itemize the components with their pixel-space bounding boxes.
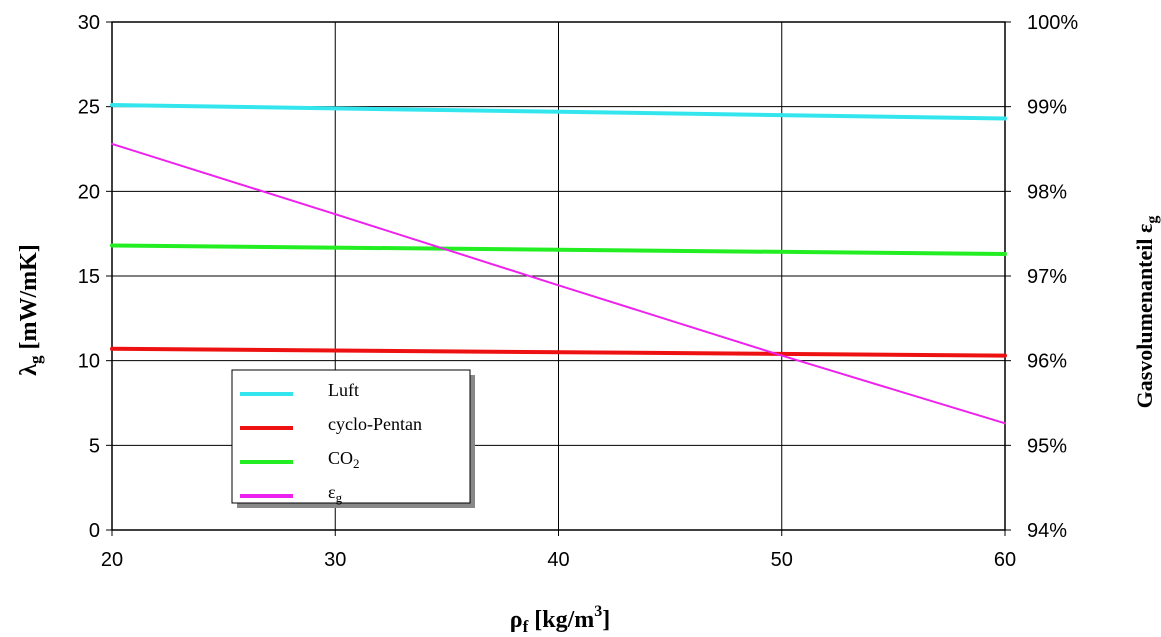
y-tick-label: 0: [89, 520, 100, 542]
y2-tick-label: 94%: [1027, 520, 1067, 542]
x-axis-title: ρf [kg/m3]: [510, 603, 611, 636]
y2-tick-label: 98%: [1027, 181, 1067, 203]
legend-label-epsilon: εg: [328, 482, 343, 505]
y-tick-label: 15: [78, 266, 100, 288]
x-tick-label: 30: [324, 549, 346, 571]
y-tick-label: 20: [78, 181, 100, 203]
y-axis-title: λg [mW/mK]: [16, 244, 45, 376]
series-line-epsilon: [111, 142, 1006, 425]
series-line-cyclo-pentan: [110, 346, 1007, 358]
x-tick-label: 60: [994, 549, 1016, 571]
y2-axis-title: Gasvolumenanteil εg: [1132, 216, 1161, 409]
y2-tick-label: 97%: [1027, 266, 1067, 288]
y2-tick-label: 100%: [1027, 12, 1078, 34]
series-line-luft: [110, 103, 1007, 121]
legend-label-luft: Luft: [328, 380, 359, 400]
legend-label-co: CO2: [328, 448, 360, 471]
legend-label-cyclo-pentan: cyclo-Pentan: [328, 414, 422, 434]
legend: Luft cyclo-Pentan CO2 εg: [231, 369, 475, 508]
y-tick-label: 30: [78, 12, 100, 34]
series-line-co: [110, 243, 1007, 256]
y2-tick-label: 96%: [1027, 351, 1067, 373]
legend-items: Luft cyclo-Pentan CO2 εg: [240, 380, 422, 505]
x-tick-label: 50: [771, 549, 793, 571]
y-tick-label: 5: [89, 435, 100, 457]
x-tick-label: 20: [101, 549, 123, 571]
series-lines: [110, 103, 1007, 425]
x-tick-label: 40: [547, 549, 569, 571]
y2-tick-label: 99%: [1027, 97, 1067, 119]
y2-tick-label: 95%: [1027, 435, 1067, 457]
y-tick-label: 25: [78, 97, 100, 119]
y-tick-label: 10: [78, 351, 100, 373]
ticks: 20 30 40 50 60 0 5 10 15 20 25 30 94% 95% 96% 97% 98% 99%…: [78, 12, 1079, 571]
